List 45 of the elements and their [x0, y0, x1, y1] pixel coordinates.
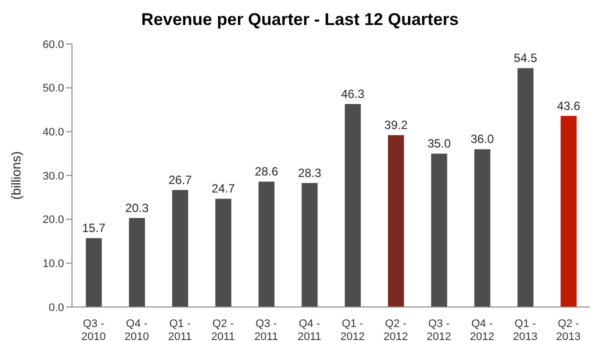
bar: [86, 238, 102, 307]
x-tick-label: Q4 - 2012: [470, 318, 494, 341]
y-tick-label: 0.0: [48, 302, 64, 314]
x-tick-label: Q2 - 2013: [556, 318, 581, 341]
x-tick-label: Q1 - 2011: [168, 318, 192, 341]
bar: [388, 135, 404, 307]
chart-title: Revenue per Quarter - Last 12 Quarters: [140, 9, 460, 31]
data-label: 54.5: [514, 51, 538, 66]
bar: [258, 182, 274, 307]
data-label: 28.6: [254, 164, 278, 179]
data-label: 28.3: [298, 166, 322, 180]
bar: [431, 154, 448, 307]
x-tick-label: Q4 - 2010: [124, 318, 149, 341]
data-label: 26.7: [168, 172, 192, 187]
x-tick-label: Q4 - 2011: [298, 318, 322, 341]
data-label: 39.2: [384, 118, 408, 132]
y-tick-label: 10.0: [42, 258, 64, 270]
x-tick-label: Q2 - 2011: [211, 318, 235, 341]
data-label: 15.7: [82, 221, 106, 236]
y-tick-label: 40.0: [42, 126, 64, 139]
y-axis-title: (billions): [8, 151, 24, 200]
data-label: 24.7: [212, 182, 236, 196]
data-label: 20.3: [125, 201, 149, 216]
bar: [215, 198, 232, 307]
x-tick-label: Q2 - 2012: [384, 318, 408, 341]
y-tick-label: 60.0: [42, 38, 64, 51]
bar: [517, 68, 534, 307]
bar: [302, 182, 318, 307]
bar: [560, 116, 577, 307]
data-label: 46.3: [341, 87, 365, 102]
x-tick-label: Q1 - 2013: [513, 318, 538, 341]
x-tick-label: Q3 - 2011: [254, 318, 278, 341]
data-label: 36.0: [470, 132, 494, 146]
bar: [474, 149, 490, 307]
y-tick-label: 20.0: [42, 214, 64, 226]
data-label: 35.0: [427, 136, 452, 151]
bar: [128, 218, 145, 307]
x-tick-label: Q3 - 2012: [426, 318, 452, 341]
y-tick-label: 50.0: [42, 82, 64, 95]
x-tick-label: Q3 - 2010: [81, 318, 106, 341]
bar: [344, 104, 361, 307]
bar: [172, 190, 188, 307]
data-label: 43.6: [556, 98, 581, 113]
y-tick-label: 30.0: [42, 170, 64, 182]
x-tick-label: Q1 - 2012: [340, 318, 365, 341]
